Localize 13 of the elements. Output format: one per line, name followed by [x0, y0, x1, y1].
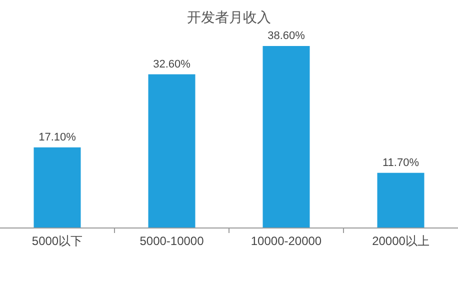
x-tick-label: 20000以上 [372, 234, 430, 248]
x-tick-label: 10000-20000 [250, 234, 322, 248]
data-label: 32.60% [153, 58, 191, 70]
x-tick-label: 5000-10000 [140, 234, 204, 248]
chart-title: 开发者月收入 [187, 9, 271, 25]
data-label: 11.70% [382, 156, 420, 169]
bar [148, 74, 196, 228]
bar [262, 46, 310, 228]
bar [34, 147, 81, 228]
bar [377, 172, 424, 228]
data-label: 17.10% [38, 131, 76, 144]
data-label: 38.60% [268, 30, 306, 42]
x-tick-label: 5000以下 [32, 234, 83, 248]
